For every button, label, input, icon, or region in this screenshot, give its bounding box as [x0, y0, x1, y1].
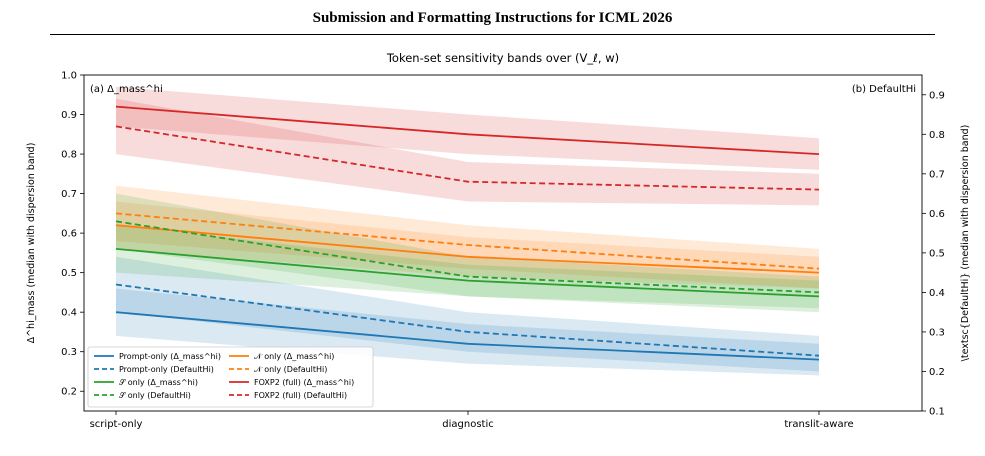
legend-entry: 𝒮 only (DefaultHi): [119, 391, 191, 400]
band-series-6: [116, 193, 819, 309]
line-series-4: [115, 212, 820, 270]
panel-label-right: (b) DefaultHi: [852, 84, 916, 95]
legend-box: [87, 346, 374, 408]
legend: Prompt-only (Δ_mass^hi) Prompt-only (Defa…: [87, 346, 374, 408]
x-tick-label: script-only: [90, 419, 143, 430]
legend-entry: Prompt-only (DefaultHi): [119, 365, 214, 374]
right-y-tick-label: 0.4: [929, 288, 945, 299]
line-series-2: [115, 283, 820, 357]
lines-group: [115, 105, 820, 361]
x-axis: script-only diagnostic translit-aware: [90, 411, 854, 430]
right-y-tick-label: 0.9: [929, 90, 945, 101]
band-series-5: [116, 225, 819, 313]
line-series-6: [115, 220, 820, 294]
band-series-8: [116, 98, 819, 206]
left-y-tick-label: 0.4: [61, 308, 77, 319]
line-series-7: [115, 105, 820, 155]
band-series-2: [116, 256, 819, 372]
right-y-tick-label: 0.1: [929, 407, 945, 418]
legend-entry: FOXP2 (full) (DefaultHi): [254, 391, 347, 400]
left-y-tick-label: 0.3: [61, 347, 77, 358]
left-y-tick-label: 0.7: [61, 189, 77, 200]
line-series-1: [115, 311, 820, 361]
band-series-4: [116, 185, 819, 289]
right-y-tick-label: 0.3: [929, 327, 945, 338]
page-header: Submission and Formatting Instructions f…: [0, 0, 985, 40]
plot-frame: [83, 74, 923, 412]
legend-entry: Prompt-only (Δ_mass^hi): [119, 352, 221, 361]
right-y-axis-label: \textsc{DefaultHi} (median with dispersi…: [960, 125, 971, 362]
left-y-tick-label: 0.5: [61, 268, 77, 279]
line-series-8: [115, 125, 820, 191]
legend-entry: 𝒩 only (DefaultHi): [254, 365, 327, 374]
legend-entry: 𝒮 only (Δ_mass^hi): [119, 378, 198, 387]
line-series-3: [115, 224, 820, 274]
left-y-axis-label: Δ^hi_mass (median with dispersion band): [26, 143, 37, 344]
running-title: Submission and Formatting Instructions f…: [312, 10, 673, 26]
left-y-tick-label: 1.0: [61, 71, 77, 82]
right-y-tick-label: 0.6: [929, 209, 945, 220]
x-tick-label: translit-aware: [784, 419, 853, 430]
header-rule: [50, 34, 935, 35]
x-tick-label: diagnostic: [442, 419, 493, 430]
right-y-tick-label: 0.7: [929, 169, 945, 180]
line-series-5: [115, 248, 820, 298]
left-y-tick-label: 0.2: [61, 387, 77, 398]
left-y-tick-label: 0.9: [61, 110, 77, 121]
right-y-axis: 0.1 0.2 0.3 0.4 0.5 0.6 0.7 0.8 0.9: [922, 90, 945, 418]
right-y-tick-label: 0.5: [929, 248, 945, 259]
left-y-axis: 0.2 0.3 0.4 0.5 0.6 0.7 0.8 0.9 1.0: [61, 71, 84, 398]
panel-label-left: (a) Δ_mass^hi: [90, 84, 163, 95]
left-y-tick-label: 0.6: [61, 229, 77, 240]
band-series-7: [116, 86, 819, 170]
legend-entry: 𝒩 only (Δ_mass^hi): [254, 352, 334, 361]
left-y-tick-label: 0.8: [61, 150, 77, 161]
legend-entry: FOXP2 (full) (Δ_mass^hi): [254, 378, 354, 387]
chart-title: Token-set sensitivity bands over (V_ℓ, w…: [386, 51, 619, 65]
right-y-tick-label: 0.2: [929, 367, 945, 378]
right-y-tick-label: 0.8: [929, 130, 945, 141]
